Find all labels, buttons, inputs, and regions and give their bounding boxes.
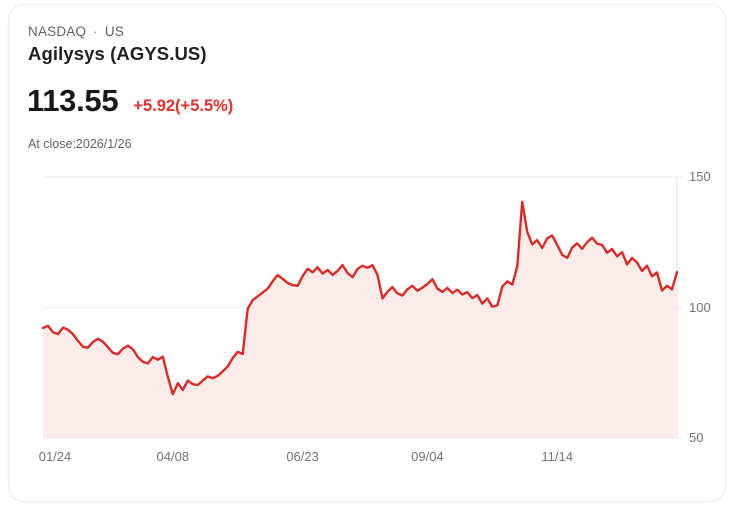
market-region: US [104,24,125,39]
exchange-name: NASDAQ [28,24,87,39]
price-change: +5.92(+5.5%) [133,97,234,115]
stock-quote-card: NASDAQ · US Agilysys (AGYS.US) 113.55 +5.9… [8,4,726,502]
y-axis-label: 150 [689,169,711,185]
area-fill [43,201,677,438]
price-line [41,200,679,396]
last-price: 113.55 [27,83,119,118]
exchange-row: NASDAQ · US [28,24,124,39]
close-time: At close:2026/1/26 [28,137,132,151]
stock-title: Agilysys (AGYS.US) [28,43,207,64]
x-axis-label: 09/04 [411,449,444,464]
x-axis-label: 11/14 [541,449,573,464]
exchange-separator: · [93,24,98,39]
y-axis-label: 50 [689,430,704,446]
x-axis-label: 06/23 [286,449,319,464]
price-chart-canvas[interactable] [41,176,688,439]
price-chart[interactable]: 150 100 50 01/24 04/08 06/23 09/04 11/14 [39,169,723,477]
x-axis-label: 01/24 [38,449,72,464]
price-row: 113.55 +5.92(+5.5%) [27,83,233,119]
y-axis-label: 100 [689,299,711,315]
x-axis-label: 04/08 [156,449,190,464]
